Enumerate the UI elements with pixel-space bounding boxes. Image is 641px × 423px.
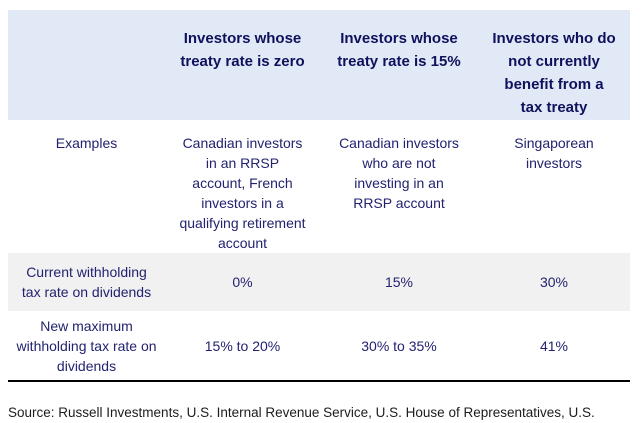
cell-current-rate-15-treaty: 15%	[384, 274, 414, 290]
cell-new-rate-zero-treaty: 15% to 20%	[204, 337, 281, 354]
header-cell-no-treaty: Investors who do not currently benefit f…	[492, 30, 616, 116]
table-row-new-max-withholding-rate: New maximum withholding tax rate on divi…	[8, 311, 630, 381]
row-label-current-withholding-rate: Current withholding tax rate on dividend…	[21, 264, 152, 300]
cell-current-rate-no-treaty: 30%	[539, 274, 569, 290]
header-cell-treaty-rate-15: Investors whose treaty rate is 15%	[337, 30, 461, 70]
tax-treaty-comparison-table: Investors whose treaty rate is zero Inve…	[8, 10, 630, 382]
row-label-examples: Examples	[55, 135, 118, 151]
cell-examples-no-treaty: Singaporean investors	[514, 135, 594, 171]
cell-examples-zero-treaty: Canadian investors in an RRSP account, F…	[179, 135, 306, 251]
table-row-examples: Examples Canadian investors in an RRSP a…	[8, 120, 630, 253]
table-row-current-withholding-rate: Current withholding tax rate on dividend…	[8, 253, 630, 311]
table-header-row: Investors whose treaty rate is zero Inve…	[8, 10, 630, 120]
cell-new-rate-15-treaty: 30% to 35%	[361, 337, 437, 354]
cell-examples-15-treaty: Canadian investors who are not investing…	[339, 135, 459, 211]
cell-current-rate-zero-treaty: 0%	[232, 274, 253, 290]
source-note: Source: Russell Investments, U.S. Intern…	[8, 405, 595, 420]
header-cell-empty	[8, 10, 165, 120]
row-label-new-max-withholding-rate: New maximum withholding tax rate on divi…	[16, 317, 157, 374]
cell-new-rate-no-treaty: 41%	[539, 337, 569, 354]
header-cell-treaty-rate-zero: Investors whose treaty rate is zero	[180, 30, 305, 70]
